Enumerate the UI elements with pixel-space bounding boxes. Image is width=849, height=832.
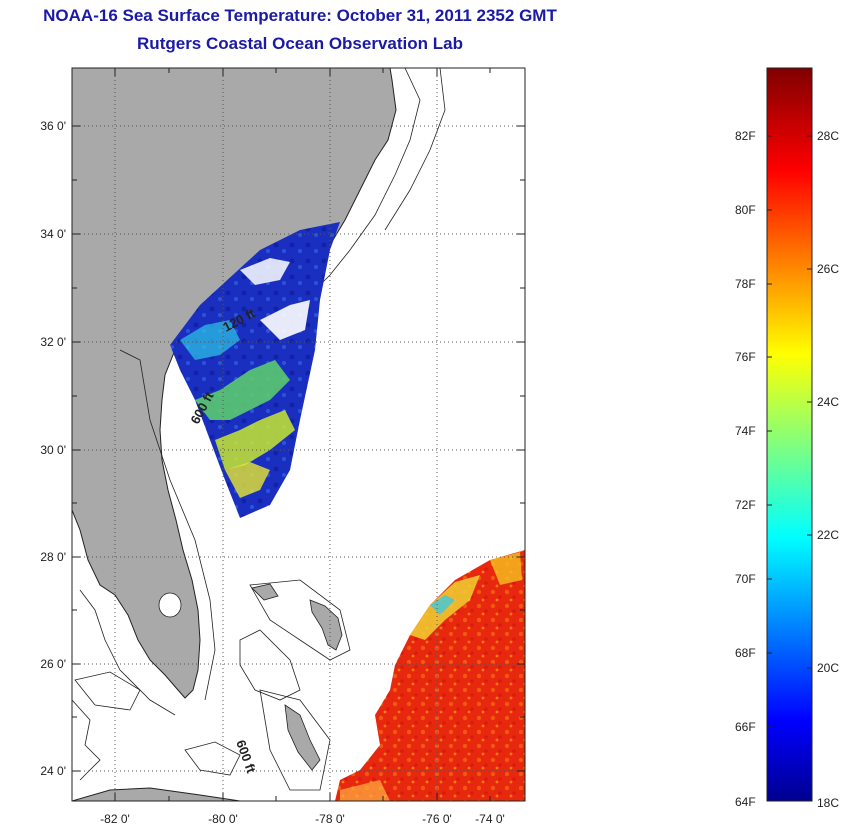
axis-ticks bbox=[72, 68, 525, 801]
colorbar-ticks bbox=[767, 135, 812, 728]
colorbar-label-18c: 18C bbox=[817, 796, 840, 810]
colorbar-label-76f: 76F bbox=[735, 350, 756, 364]
lon-label-80: -80 0' bbox=[208, 812, 238, 826]
map-title: NOAA-16 Sea Surface Temperature: October… bbox=[43, 6, 557, 25]
cuba-coast bbox=[72, 787, 241, 801]
lat-label-26: 26 0' bbox=[40, 657, 66, 671]
sst-cool-edges-south bbox=[340, 552, 522, 801]
colorbar-label-22c: 22C bbox=[817, 528, 840, 542]
colorbar-label-80f: 80F bbox=[735, 203, 756, 217]
sst-swath-south bbox=[335, 550, 525, 801]
colorbar-label-74f: 74F bbox=[735, 424, 756, 438]
lake-okeechobee bbox=[158, 592, 182, 618]
lat-label-36: 36 0' bbox=[40, 119, 66, 133]
colorbar-label-20c: 20C bbox=[817, 661, 840, 675]
lon-label-78: -78 0' bbox=[315, 812, 345, 826]
lat-label-30: 30 0' bbox=[40, 443, 66, 457]
map-frame bbox=[71, 67, 526, 802]
depth-contours bbox=[72, 68, 446, 791]
colorbar bbox=[766, 67, 813, 802]
lat-label-34: 34 0' bbox=[40, 227, 66, 241]
colorbar-label-70f: 70F bbox=[735, 572, 756, 586]
us-landmass bbox=[72, 68, 397, 699]
colorbar-label-66f: 66F bbox=[735, 720, 756, 734]
bahamas-island-1 bbox=[309, 599, 343, 651]
lat-label-24: 24 0' bbox=[40, 764, 66, 778]
colorbar-label-26c: 26C bbox=[817, 262, 840, 276]
colorbar-label-72f: 72F bbox=[735, 498, 756, 512]
lat-label-28: 28 0' bbox=[40, 550, 66, 564]
colorbar-label-28c: 28C bbox=[817, 129, 840, 143]
map-subtitle: Rutgers Coastal Ocean Observation Lab bbox=[137, 34, 463, 53]
lat-label-32: 32 0' bbox=[40, 335, 66, 349]
lon-label-82: -82 0' bbox=[100, 812, 130, 826]
bahamas-island-2 bbox=[284, 704, 321, 771]
lon-label-76: -76 0' bbox=[422, 812, 452, 826]
bahamas-island-3 bbox=[251, 583, 279, 601]
colorbar-label-64f: 64F bbox=[735, 795, 756, 809]
lon-label-74: -74 0' bbox=[475, 812, 505, 826]
colorbar-label-82f: 82F bbox=[735, 129, 756, 143]
colorbar-label-24c: 24C bbox=[817, 395, 840, 409]
sst-warm-patches-north bbox=[180, 258, 310, 498]
colorbar-label-68f: 68F bbox=[735, 646, 756, 660]
colorbar-label-78f: 78F bbox=[735, 277, 756, 291]
